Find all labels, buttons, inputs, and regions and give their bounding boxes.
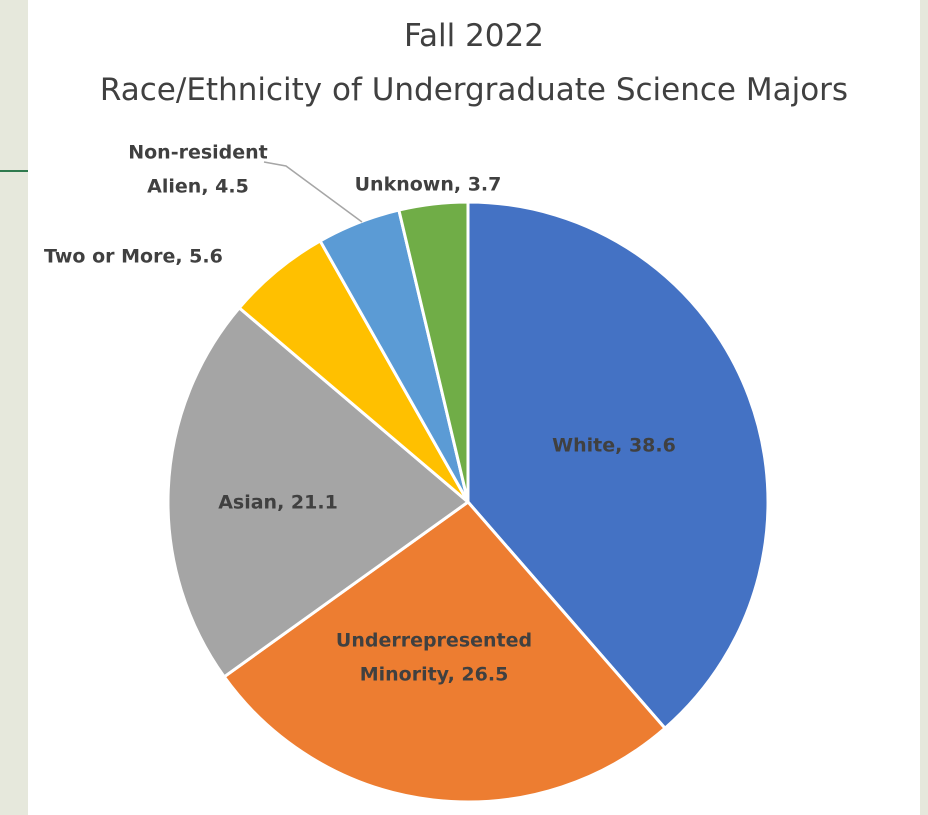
- pie-slice-0: [466, 200, 770, 730]
- slice-label-5-line-0: Unknown, 3.7: [355, 174, 502, 196]
- slice-label-3-line-0: Two or More, 5.6: [44, 246, 223, 268]
- chart-subtitle: Race/Ethnicity of Undergraduate Science …: [99, 72, 849, 108]
- slice-label-0-line-0: White, 38.6: [552, 435, 676, 457]
- slice-label-1-line-1: Minority, 26.5: [360, 664, 509, 686]
- pie-chart: White, 38.6 Underrepresented Minority, 26.…: [44, 142, 770, 804]
- slice-label-1-line-0: Underrepresented: [336, 630, 532, 652]
- pie-slice-2: [166, 306, 470, 679]
- pie-slice-5: [397, 200, 470, 504]
- slice-label-4-line-0: Non-resident: [128, 142, 268, 164]
- leader-line-non-resident: [263, 161, 363, 223]
- slice-label-4-line-1: Alien, 4.5: [147, 176, 249, 198]
- chart-title: Fall 2022: [404, 18, 544, 54]
- slice-label-2-line-0: Asian, 21.1: [218, 492, 338, 514]
- accent-line: [0, 170, 28, 172]
- pie-slice-1: [222, 500, 667, 804]
- chart-panel: Fall 2022 Race/Ethnicity of Undergraduat…: [28, 0, 920, 815]
